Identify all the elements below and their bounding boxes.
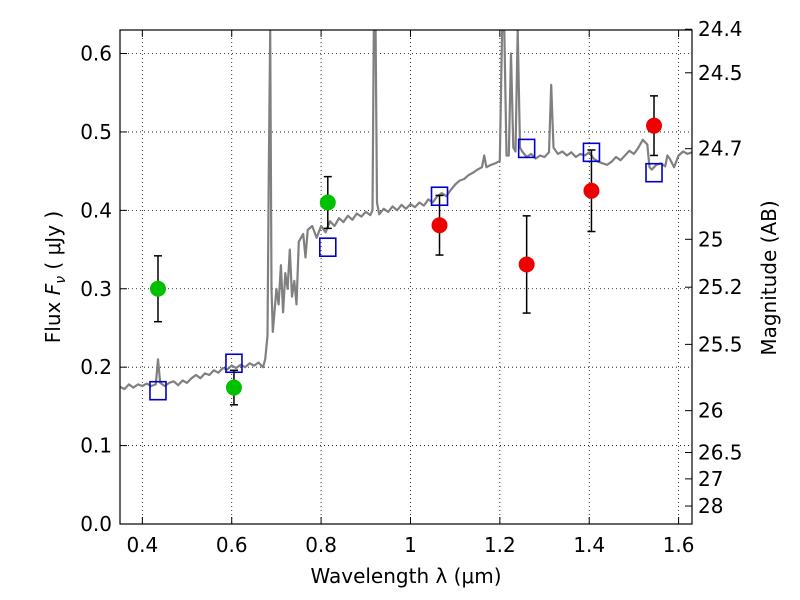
axes: 0.4 0.6 0.8 1 1.2 1.4 1.6 0.0 0.1 0.2 0.3 0.4 0.5 0.6…: [80, 17, 742, 557]
plot-frame: [119, 29, 693, 525]
y2-tick-label: 25.5: [698, 332, 743, 356]
green-data-point: [225, 379, 242, 396]
y2-tick-label: 24.5: [698, 61, 743, 85]
red-data-point: [583, 182, 600, 199]
x-tick-label: 0.4: [126, 533, 158, 557]
x-tick-label: 1.6: [663, 533, 695, 557]
model-square-marker: [645, 162, 663, 183]
y2-tick-label: 26: [698, 399, 723, 423]
green-data-point: [149, 280, 166, 297]
grid-lines: [120, 30, 692, 525]
red-data-point: [431, 217, 448, 234]
red-data-point: [646, 117, 663, 134]
y2-tick-label: 25.2: [698, 275, 743, 299]
y2-tick-label: 24.4: [698, 17, 743, 41]
y-tick-label: 0.2: [80, 355, 112, 379]
y2-tick-label: 27: [698, 467, 723, 491]
model-square-marker: [517, 138, 536, 159]
y-axis-label-sub: ν: [53, 276, 69, 284]
y-tick-label: 0.0: [80, 512, 112, 536]
y-axis-label: Flux Fν ( μJy ): [41, 211, 69, 343]
x-axis-label: Wavelength λ (μm): [310, 564, 501, 588]
x-tick-label: 1: [404, 533, 417, 557]
x-tick-label: 1.4: [573, 533, 605, 557]
y2-tick-label: 28: [698, 494, 723, 518]
y2-tick-label: 26.5: [698, 440, 743, 464]
model-square-marker: [149, 380, 167, 401]
y2-axis-label: Magnitude (AB): [757, 200, 781, 355]
red-data-point: [518, 256, 535, 273]
y-axis-label-prefix: Flux: [41, 295, 65, 343]
x-tick-label: 1.2: [484, 533, 516, 557]
y-axis-label-suffix: ( μJy ): [41, 211, 65, 276]
model-spectrum-line: [120, 30, 692, 391]
model-square-marker: [430, 186, 449, 207]
model-square-marker: [582, 142, 601, 163]
plot-area: [120, 30, 692, 406]
green-data-point: [319, 194, 336, 211]
model-square-marker: [225, 353, 243, 374]
y-tick-label: 0.3: [80, 277, 112, 301]
x-tick-label: 0.6: [216, 533, 248, 557]
model-square-marker: [318, 237, 337, 258]
y2-tick-label: 25: [698, 227, 723, 251]
y-tick-label: 0.1: [80, 434, 112, 458]
y-axis-label-var: F: [41, 283, 65, 295]
y2-tick-label: 24.7: [698, 137, 743, 161]
y-tick-label: 0.5: [80, 120, 112, 144]
y-tick-label: 0.4: [80, 198, 112, 222]
x-tick-label: 0.8: [305, 533, 337, 557]
y-tick-label: 0.6: [80, 42, 112, 66]
